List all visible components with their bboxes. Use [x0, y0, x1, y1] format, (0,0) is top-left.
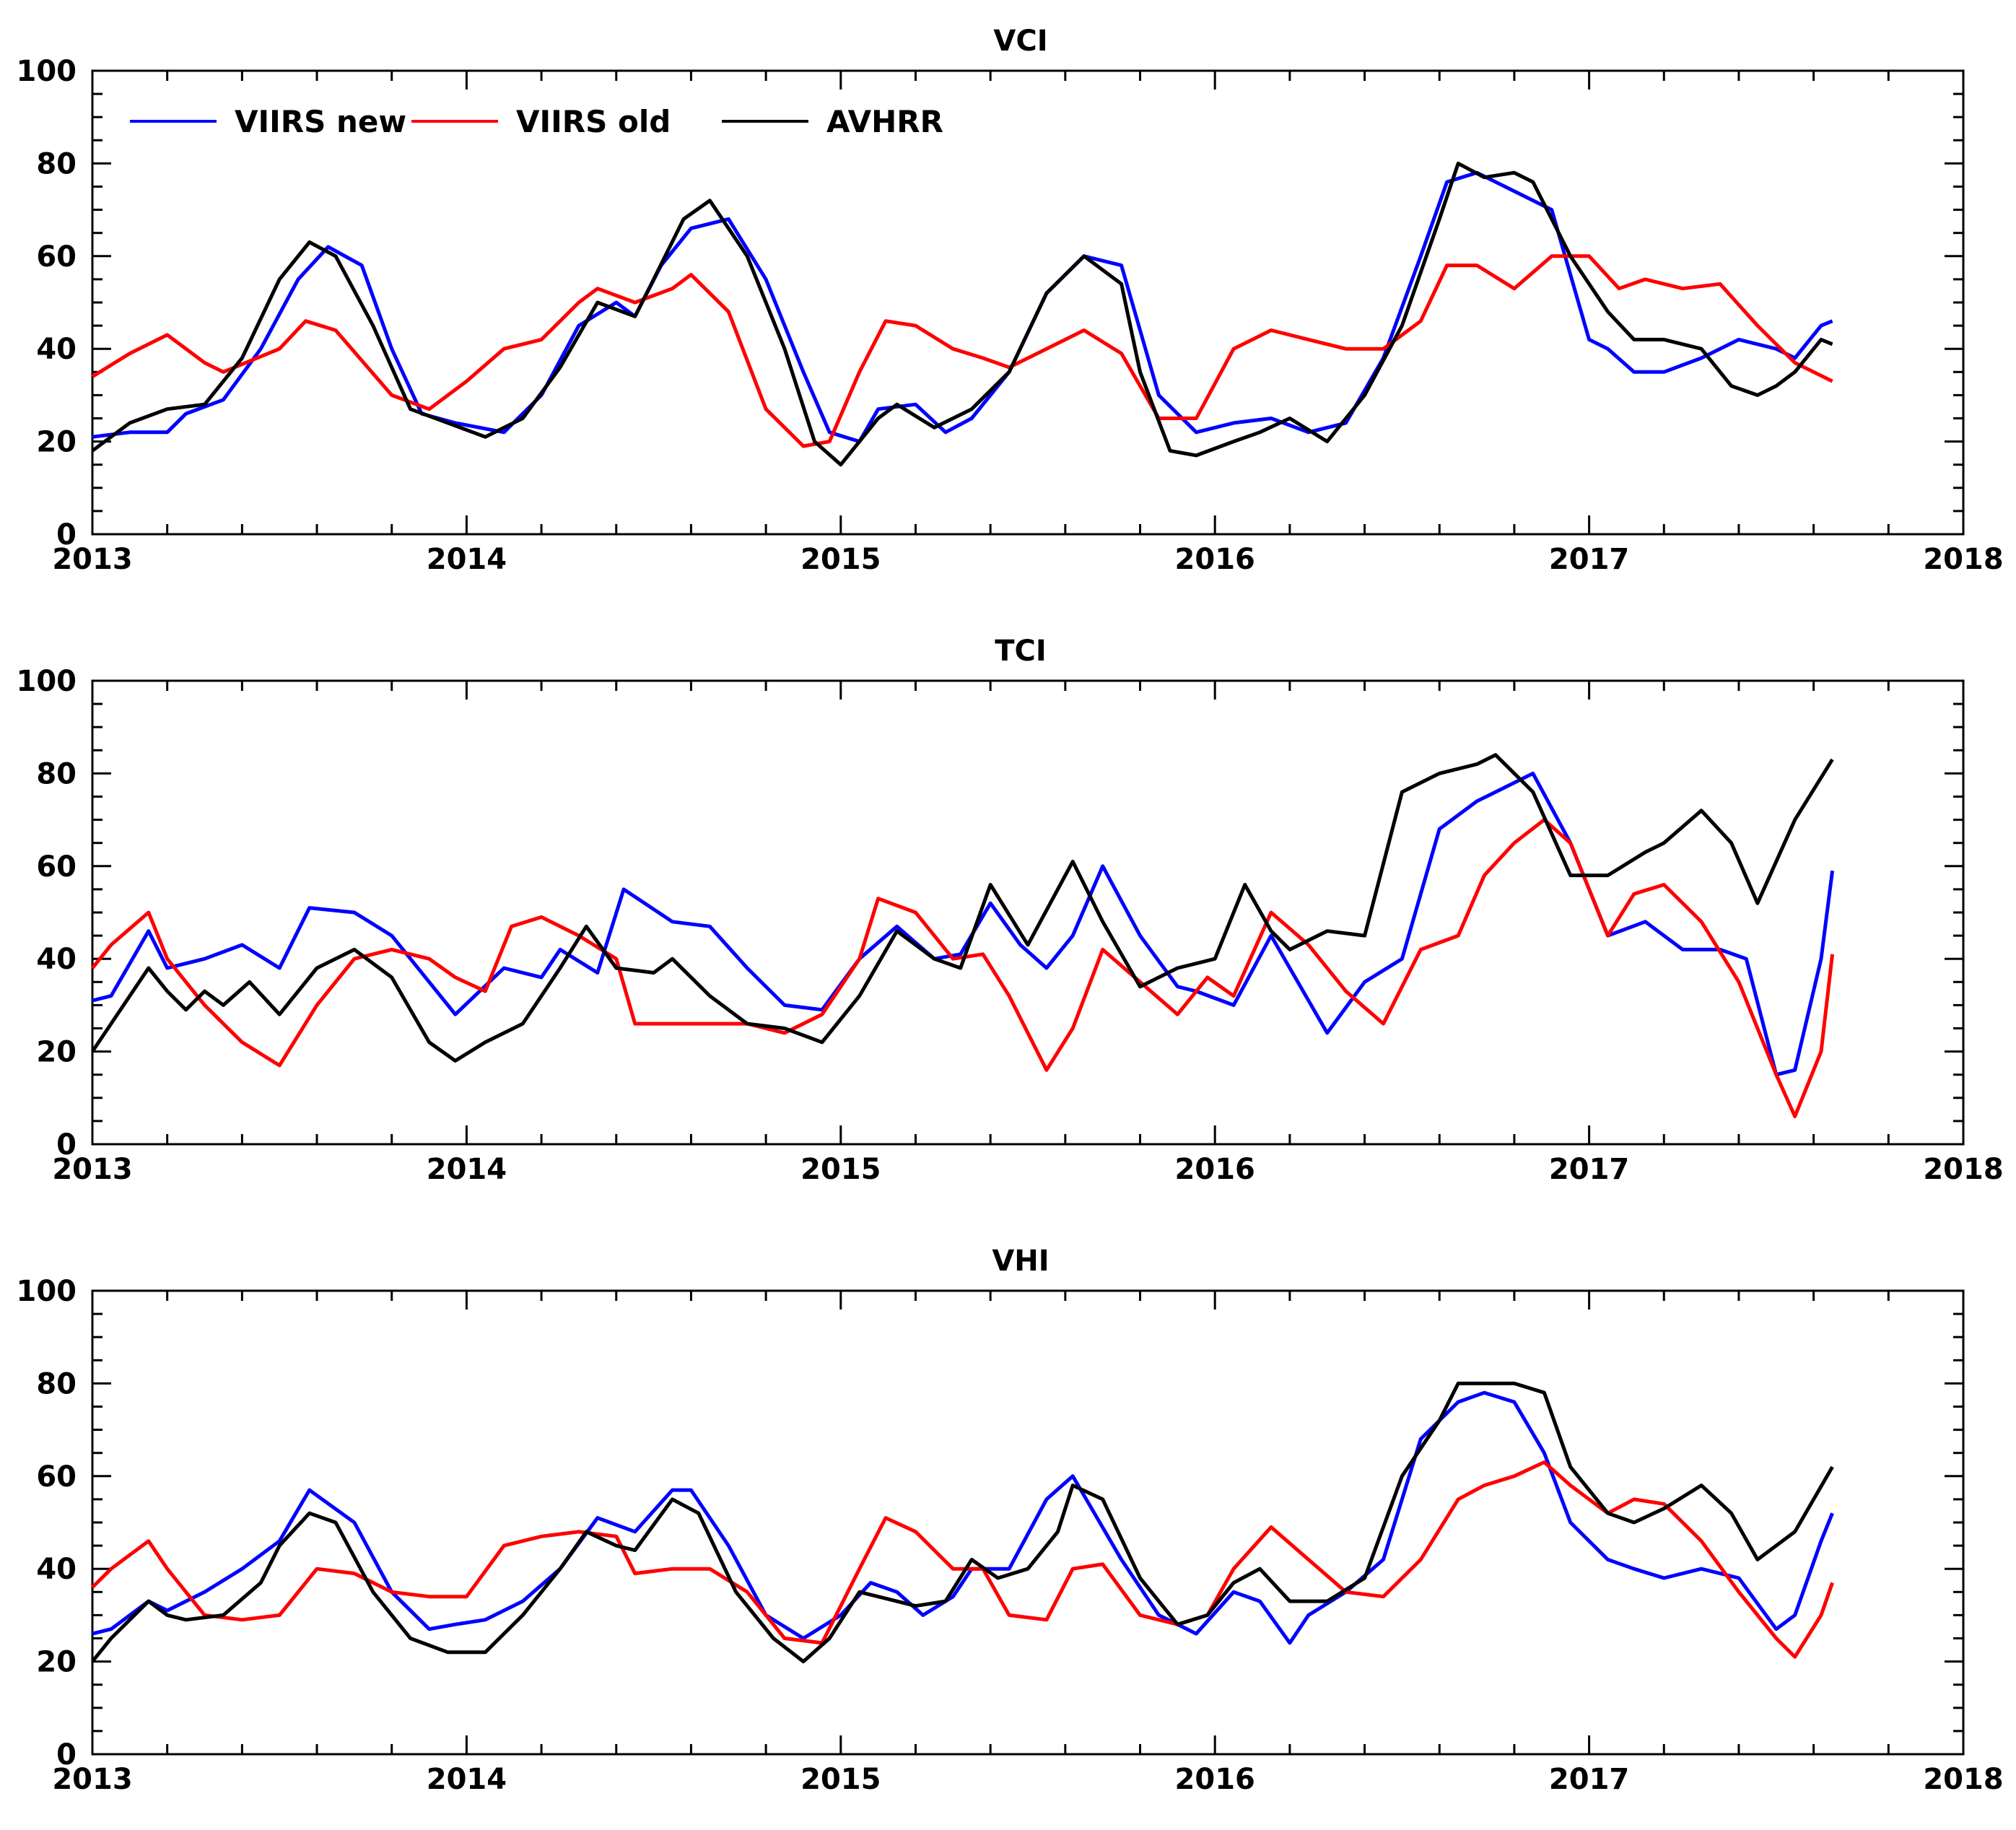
chart-title: TCI — [995, 635, 1047, 668]
x-tick-label: 2013 — [52, 543, 132, 576]
y-tick-label: 0 — [56, 518, 77, 552]
legend-label: VIIRS new — [235, 104, 406, 139]
x-tick-label: 2014 — [427, 1763, 507, 1796]
legend-label: VIIRS old — [516, 104, 671, 139]
x-tick-label: 2013 — [52, 1763, 132, 1796]
x-tick-label: 2018 — [1923, 1153, 2003, 1186]
series-line-viirs-new — [92, 170, 1833, 444]
x-tick-label: 2015 — [800, 1153, 881, 1186]
chart-tci: TCI 0 20 40 60 80 100 2013 2014 2015 2016 2017 2018 — [17, 635, 2004, 1186]
series-line-viirs-old — [91, 818, 1835, 1118]
y-tick-label: 0 — [56, 1128, 77, 1162]
chart-vhi: VHI 0 20 40 60 80 100 2013 2014 2015 2016 2017 2018 — [17, 1245, 2004, 1796]
x-tick-label: 2018 — [1923, 1763, 2003, 1796]
y-tick-label: 20 — [36, 1036, 77, 1069]
x-tick-label: 2018 — [1923, 543, 2003, 576]
y-tick-label: 60 — [36, 240, 77, 274]
y-tick-label: 40 — [36, 1553, 77, 1586]
y-tick-label: 40 — [36, 333, 77, 366]
y-tick-label: 100 — [17, 55, 77, 88]
y-tick-label: 80 — [36, 1367, 77, 1400]
series-line-avhrr — [91, 1381, 1834, 1664]
plot-frame — [91, 69, 1965, 536]
series-line-viirs-old — [91, 254, 1833, 448]
series-line-avhrr — [91, 161, 1833, 467]
y-tick-label: 20 — [36, 426, 77, 459]
series-line-viirs-new — [92, 1390, 1834, 1645]
chart-title: VHI — [992, 1245, 1049, 1278]
x-tick-label: 2015 — [800, 1763, 881, 1796]
y-tick-label: 60 — [36, 850, 77, 884]
x-tick-label: 2016 — [1175, 1763, 1255, 1796]
legend-label: AVHRR — [826, 104, 943, 139]
y-tick-label: 40 — [36, 943, 77, 976]
series-line-viirs-new — [92, 771, 1835, 1077]
y-tick-label: 100 — [17, 665, 77, 698]
chart-title: VCI — [993, 25, 1047, 58]
x-tick-label: 2016 — [1175, 543, 1255, 576]
x-tick-label: 2017 — [1549, 1153, 1629, 1186]
y-tick-label: 0 — [56, 1738, 77, 1772]
x-tick-label: 2017 — [1549, 543, 1629, 576]
chart-vci: VCI 0 20 40 60 80 100 2013 2014 2015 2016 2017 2018… — [17, 25, 2004, 576]
x-tick-label: 2017 — [1549, 1763, 1629, 1796]
plot-frame — [91, 679, 1965, 1146]
legend: VIIRS new VIIRS old AVHRR — [130, 104, 943, 139]
y-tick-label: 100 — [17, 1275, 77, 1308]
x-tick-label: 2013 — [52, 1153, 132, 1186]
y-tick-label: 80 — [36, 147, 77, 180]
y-tick-label: 20 — [36, 1646, 77, 1679]
x-tick-label: 2015 — [800, 543, 881, 576]
x-tick-label: 2014 — [427, 1153, 507, 1186]
y-tick-label: 80 — [36, 757, 77, 790]
x-tick-label: 2016 — [1175, 1153, 1255, 1186]
x-tick-label: 2014 — [427, 543, 507, 576]
series-line-avhrr — [90, 753, 1834, 1063]
y-tick-label: 60 — [36, 1460, 77, 1494]
series-line-viirs-old — [91, 1460, 1834, 1659]
